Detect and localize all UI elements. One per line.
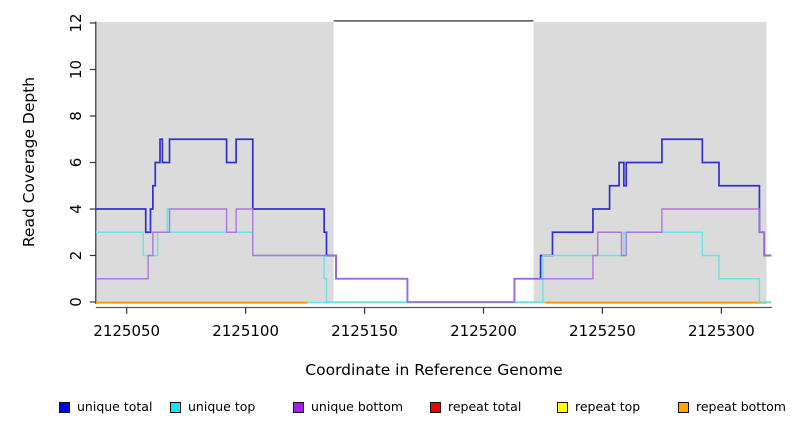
x-tick-label: 2125150	[331, 322, 398, 340]
x-tick-label: 2125100	[212, 322, 279, 340]
y-axis-title: Read Coverage Depth	[20, 76, 38, 248]
y-tick-label: 8	[67, 111, 85, 121]
y-tick-label: 0	[67, 297, 85, 307]
x-tick-label: 2125300	[688, 322, 755, 340]
x-axis-title: Coordinate in Reference Genome	[305, 361, 563, 379]
shaded-region-0	[95, 21, 334, 303]
y-tick-label: 6	[67, 158, 85, 168]
y-tick-label: 2	[67, 251, 85, 261]
series-line-unique-bottom	[95, 208, 772, 303]
x-tick-label: 2125050	[93, 322, 160, 340]
y-tick-label: 4	[67, 204, 85, 214]
x-tick-label: 2125250	[569, 322, 636, 340]
x-tick-label: 2125200	[450, 322, 517, 340]
y-tick-label: 12	[67, 13, 85, 32]
y-tick-label: 10	[67, 60, 85, 79]
